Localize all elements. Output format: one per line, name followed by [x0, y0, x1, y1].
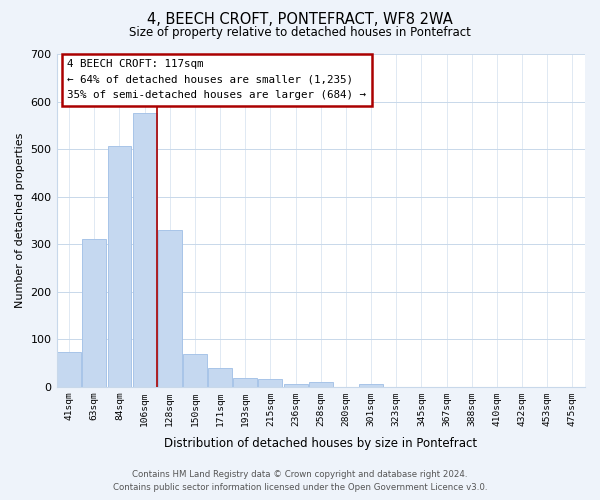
- Text: Contains HM Land Registry data © Crown copyright and database right 2024.
Contai: Contains HM Land Registry data © Crown c…: [113, 470, 487, 492]
- Bar: [208, 368, 232, 386]
- Bar: [133, 114, 157, 386]
- Bar: [57, 352, 81, 386]
- Bar: [158, 230, 182, 386]
- Bar: [82, 240, 106, 386]
- Bar: [259, 380, 283, 386]
- Bar: [183, 354, 207, 386]
- Bar: [284, 384, 308, 386]
- Bar: [107, 146, 131, 386]
- Text: 4, BEECH CROFT, PONTEFRACT, WF8 2WA: 4, BEECH CROFT, PONTEFRACT, WF8 2WA: [147, 12, 453, 28]
- Text: Size of property relative to detached houses in Pontefract: Size of property relative to detached ho…: [129, 26, 471, 39]
- X-axis label: Distribution of detached houses by size in Pontefract: Distribution of detached houses by size …: [164, 437, 478, 450]
- Bar: [309, 382, 333, 386]
- Y-axis label: Number of detached properties: Number of detached properties: [15, 132, 25, 308]
- Bar: [233, 378, 257, 386]
- Text: 4 BEECH CROFT: 117sqm
← 64% of detached houses are smaller (1,235)
35% of semi-d: 4 BEECH CROFT: 117sqm ← 64% of detached …: [67, 59, 366, 100]
- Bar: [359, 384, 383, 386]
